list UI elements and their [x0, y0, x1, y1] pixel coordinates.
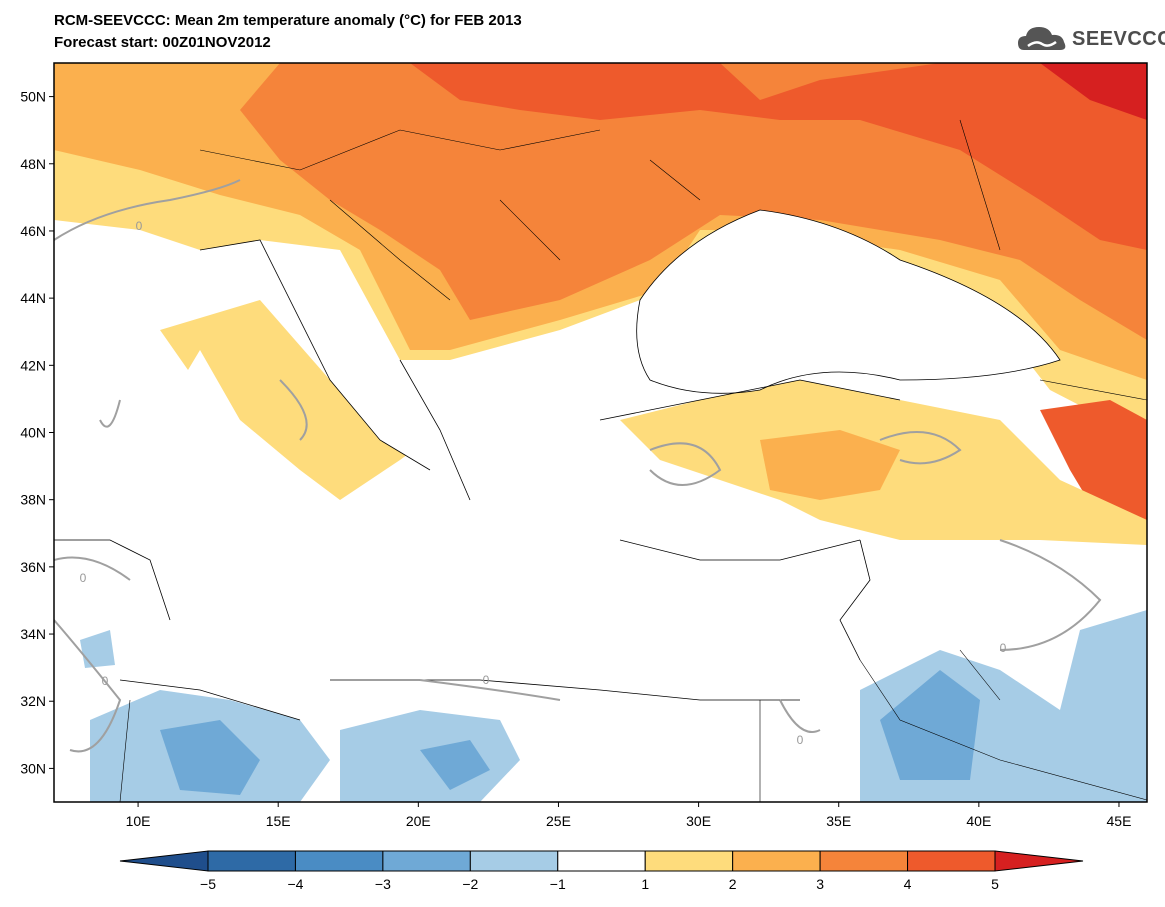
logo-text: SEEVCCC	[1072, 28, 1165, 50]
anomaly-region-4to5-north	[410, 63, 1147, 250]
contour-label: 0	[483, 673, 490, 687]
longitude-axis: 10E 15E 20E 25E 30E 35E 40E 45E	[126, 802, 1132, 829]
lat-label: 30N	[20, 760, 46, 776]
forecast-start-label: Forecast start: 00Z01NOV2012	[54, 34, 271, 51]
colorbar-label: 1	[641, 876, 649, 892]
lat-label: 44N	[20, 290, 46, 306]
lon-label: 40E	[966, 813, 991, 829]
colorbar-box	[294, 850, 384, 872]
anomaly-region-3to4-anatolia	[760, 430, 900, 500]
seevccc-logo: SEEVCCC	[1016, 22, 1165, 56]
lat-label: 42N	[20, 357, 46, 373]
contour-label: 0	[80, 571, 87, 585]
anomaly-region-minus2to3-cyrenaica	[420, 740, 490, 790]
zero-contour-line	[54, 179, 1102, 753]
lat-label: 38N	[20, 492, 46, 508]
anomaly-region-1to2-italy-coast	[160, 300, 430, 520]
lon-label: 20E	[406, 813, 431, 829]
lon-label: 10E	[126, 813, 151, 829]
map-title: RCM-SEEVCCC: Mean 2m temperature anomaly…	[54, 12, 522, 29]
colorbar-label: 3	[816, 876, 824, 892]
colorbar-arrow-low	[119, 850, 209, 872]
anomaly-region-gt5	[1040, 63, 1147, 120]
colorbar-label: 5	[991, 876, 999, 892]
colorbar-box	[732, 850, 821, 872]
colorbar-arrow-high	[994, 850, 1084, 872]
latitude-axis: 50N 48N 46N 44N 42N 40N 38N 36N 34N 32N 30N	[20, 89, 54, 776]
colorbar-box	[469, 850, 559, 872]
lat-label: 40N	[20, 425, 46, 441]
lon-label: 30E	[686, 813, 711, 829]
anomaly-region-minus1to2-tunisia	[80, 630, 115, 668]
colorbar-label: 4	[904, 876, 912, 892]
colorbar-label: −5	[200, 876, 216, 892]
colorbar-label: −1	[550, 876, 566, 892]
coastline	[54, 239, 901, 721]
anomaly-region-minus2to3-arabia	[880, 670, 980, 780]
lat-label: 46N	[20, 223, 46, 239]
lat-label: 36N	[20, 559, 46, 575]
contour-label: 0	[797, 733, 804, 747]
colorbar-box	[207, 850, 296, 872]
anomaly-field	[54, 63, 1147, 802]
lon-label: 35E	[826, 813, 851, 829]
lon-label: 25E	[546, 813, 571, 829]
lat-label: 50N	[20, 89, 46, 105]
colorbar: −5 −4 −3 −2 −1 1 2 3 4 5	[119, 850, 1084, 892]
colorbar-label: 2	[729, 876, 737, 892]
lat-label: 48N	[20, 156, 46, 172]
lon-label: 15E	[266, 813, 291, 829]
anomaly-region-minus2to3-libya	[160, 720, 260, 795]
colorbar-box	[382, 850, 471, 872]
colorbar-box	[819, 850, 909, 872]
colorbar-box	[907, 850, 996, 872]
contour-label: 0	[136, 219, 143, 233]
contour-label: 0	[102, 674, 109, 688]
country-borders	[119, 119, 1147, 802]
colorbar-box	[557, 850, 646, 872]
anomaly-region-4to5-caucasus	[1040, 400, 1147, 540]
colorbar-label: −2	[462, 876, 478, 892]
lon-label: 45E	[1107, 813, 1132, 829]
lat-label: 34N	[20, 626, 46, 642]
black-sea	[636, 209, 1061, 394]
contour-label: 0	[1000, 641, 1007, 655]
colorbar-label: −3	[375, 876, 391, 892]
lat-label: 32N	[20, 693, 46, 709]
contour-labels: 0 0 0 0 0 0	[80, 219, 1007, 747]
colorbar-label: −4	[287, 876, 303, 892]
colorbar-box	[644, 850, 734, 872]
mediterranean-sea	[54, 350, 870, 700]
cloud-icon	[1018, 27, 1066, 50]
